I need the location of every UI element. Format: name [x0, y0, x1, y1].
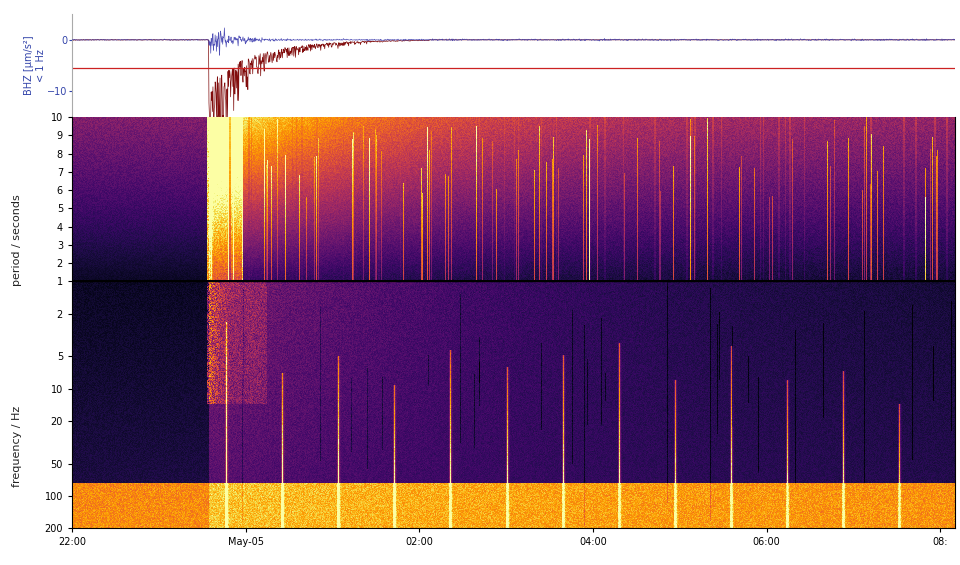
Y-axis label: BHZ [μm/s²]
< 1 Hz: BHZ [μm/s²] < 1 Hz — [24, 36, 46, 95]
Text: period / seconds: period / seconds — [12, 194, 22, 286]
Text: frequency / Hz: frequency / Hz — [12, 405, 22, 486]
